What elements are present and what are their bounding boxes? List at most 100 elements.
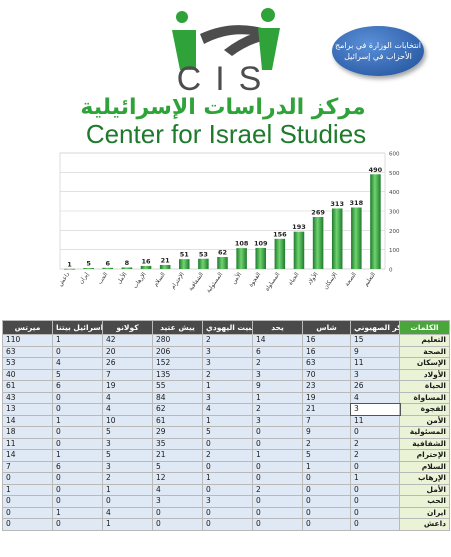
table-row: 0 1 4 0 0 0 0 0 ايران [2,506,450,519]
x-tick-label: داعش [58,271,72,287]
bar [255,247,266,269]
count-cell: 3 [202,391,253,404]
count-cell: 7 [102,368,153,381]
table-row: 13 0 4 62 4 2 21 3 الفجوة [2,402,450,416]
logo-letters: CIS [177,60,276,98]
title-english: Center for Israel Studies [86,119,366,149]
count-cell: 4 [202,403,253,416]
count-cell: 7 [2,460,53,473]
count-cell: 0 [52,495,103,508]
data-label: 156 [273,230,287,238]
count-cell: 61 [2,380,53,393]
table-row: 11 0 3 35 0 0 2 2 الشفافية [2,437,450,450]
x-tick-label: المسئولية [206,271,224,294]
keyword-cell: الحب [399,495,450,508]
count-cell: 70 [302,368,351,381]
count-cell: 2 [202,334,253,347]
count-cell: 9 [350,345,400,358]
count-cell: 19 [302,391,351,404]
count-cell: 0 [152,518,203,531]
table-row: 0 0 0 3 3 0 0 0 الحب [2,495,450,508]
count-cell: 4 [152,483,203,496]
count-cell: 0 [52,345,103,358]
bar [293,231,305,269]
count-cell: 0 [350,518,400,531]
count-cell: 0 [2,495,53,508]
table-row: 7 6 3 5 0 0 1 0 السلام [2,460,450,473]
count-cell: 1 [252,449,303,462]
x-tick-label: الفجوة [248,271,262,288]
count-cell: 0 [2,472,53,485]
table-row: 61 6 19 55 1 9 23 26 الحياة [2,380,450,393]
column-header-party: البيت اليهودي [202,320,253,335]
x-tick-label: الإسكان [322,271,339,291]
count-cell: 5 [52,368,103,381]
table-row: 0 0 1 0 0 0 0 0 داعش [2,518,450,531]
bar [370,174,381,269]
count-cell: 7 [302,414,351,427]
table-row: 43 0 4 84 3 1 19 4 المساواة [2,391,450,404]
table-header-row: ميرتس اسرائيل بيتنا كولانو ييش عتيد البيت ال… [2,320,450,335]
x-tick-label: السلام [153,271,167,288]
count-cell: 13 [2,403,53,416]
bar [274,238,286,269]
count-cell: 0 [202,483,253,496]
bar [159,264,171,269]
count-cell: 4 [52,357,103,370]
bar [121,267,133,269]
keyword-cell: الشفافية [399,437,450,450]
logo-figures [172,8,280,70]
count-cell: 20 [102,345,153,358]
count-cell: 0 [52,518,103,531]
table-row: 18 0 5 29 5 0 9 0 المسئولية [2,426,450,439]
count-cell: 0 [2,506,53,519]
count-cell: 21 [152,449,203,462]
column-header-party: المعسكر الصهيوني [350,320,400,335]
keyword-cell: الفجوة [399,403,450,416]
keyword-cell: الإحترام [399,449,450,462]
keyword-cell: السلام [399,460,450,473]
count-cell: 0 [302,506,351,519]
count-cell: 0 [302,495,351,508]
count-cell: 2 [252,483,303,496]
count-cell: 0 [350,460,400,473]
count-cell: 9 [252,380,303,393]
count-cell: 0 [302,483,351,496]
count-cell: 2 [252,357,303,370]
x-tick-label: الأمل [115,270,129,285]
y-tick-label: 300 [389,210,400,216]
count-cell: 62 [152,403,203,416]
keyword-cell: داعش [399,518,450,531]
data-label: 5 [86,260,91,268]
keyword-cell: المسئولية [399,426,450,439]
x-tick-label: الحب [97,271,109,285]
x-tick-label: الإحترام [170,271,186,290]
count-cell: 2 [202,368,253,381]
data-label: 193 [292,223,306,231]
count-cell: 1 [252,391,303,404]
count-cell: 0 [2,518,53,531]
count-cell: 5 [202,426,253,439]
badge-line-1: انتخابات الوزارة في برامج [334,41,422,50]
count-cell: 0 [252,495,303,508]
count-cell: 16 [302,334,351,347]
table-row: 53 4 26 152 3 2 63 11 الإسكان [2,357,450,370]
x-tick-label: المساواة [264,271,281,292]
count-cell: 0 [252,472,303,485]
count-cell: 1 [52,414,103,427]
count-cell: 0 [102,495,153,508]
count-cell: 3 [202,357,253,370]
table-body: 110 1 42 280 2 14 16 15 التعليم 63 0 20 206 3 6 16 9 الصح… [2,334,450,531]
data-label: 8 [125,259,130,267]
count-cell: 0 [52,391,103,404]
count-cell: 3 [152,495,203,508]
count-cell: 5 [102,426,153,439]
column-header-party: يحد [252,320,303,335]
table-row: 14 1 5 21 2 1 5 2 الإحترام [2,449,450,462]
column-header-party: ييش عتيد [152,320,203,335]
data-label: 109 [254,239,268,247]
bar [312,216,324,269]
count-cell: 23 [302,380,351,393]
count-cell: 84 [152,391,203,404]
count-cell: 29 [152,426,203,439]
